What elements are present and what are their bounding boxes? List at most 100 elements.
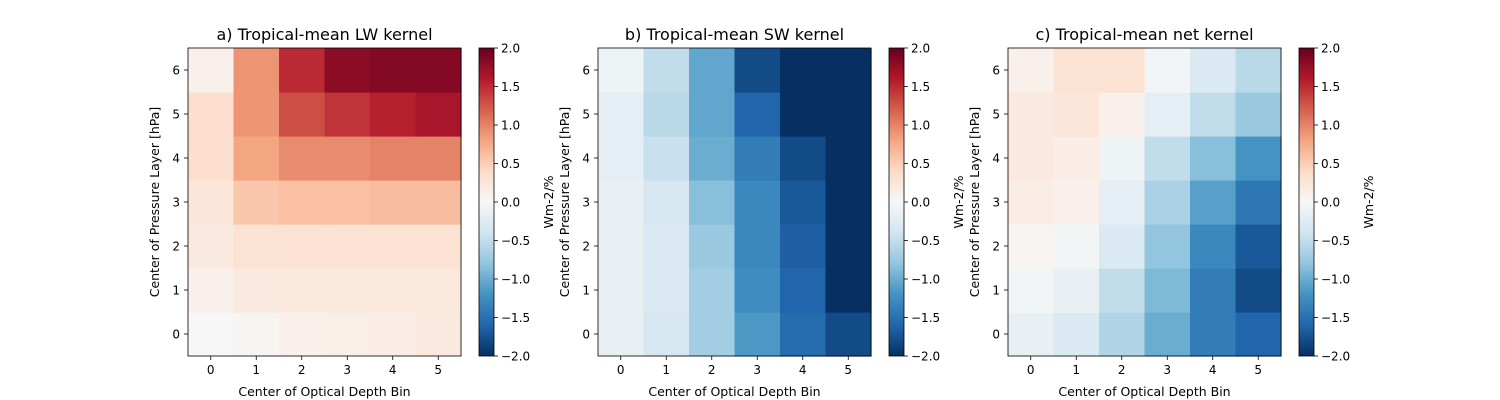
heatmap-cell	[598, 268, 645, 313]
heatmap-cell	[689, 268, 736, 313]
heatmap-cell	[643, 312, 690, 357]
heatmap-cell	[825, 48, 872, 93]
heatmap-cell	[689, 136, 736, 181]
y-tick-label: 2	[582, 240, 590, 254]
colorbar-tick-label: 0.0	[911, 196, 930, 210]
heatmap-cell	[1008, 224, 1055, 269]
colorbar-label: Wm-2/%	[1361, 175, 1376, 228]
heatmap-cell	[370, 180, 417, 225]
heatmap-cell	[1008, 268, 1055, 313]
heatmap-cell	[279, 136, 326, 181]
x-tick-label: 4	[389, 363, 397, 377]
heatmap-cell	[734, 312, 781, 357]
heatmap-cell	[1099, 224, 1146, 269]
heatmap-cell	[415, 48, 462, 93]
heatmap-cell	[1053, 180, 1100, 225]
heatmap-cell	[1235, 180, 1282, 225]
heatmap-cell	[1235, 92, 1282, 137]
heatmap-cell	[415, 268, 462, 313]
heatmap-cell	[1008, 136, 1055, 181]
heatmap-cell	[1099, 312, 1146, 357]
heatmap-cell	[1144, 268, 1191, 313]
colorbar-tick-label: −1.5	[911, 311, 940, 325]
y-tick-label: 1	[582, 284, 590, 298]
heatmap-cell	[825, 268, 872, 313]
heatmap-cell	[734, 92, 781, 137]
heatmap-cell	[1144, 180, 1191, 225]
heatmap-cell	[1144, 92, 1191, 137]
x-axis-label: Center of Optical Depth Bin	[238, 384, 410, 399]
heatmap-cell	[370, 312, 417, 357]
heatmap-cell	[1235, 224, 1282, 269]
colorbar-tick-label: −0.5	[911, 234, 940, 248]
heatmap-cell	[233, 224, 280, 269]
heatmap-cell	[1099, 268, 1146, 313]
heatmap-cell	[1053, 136, 1100, 181]
heatmap-cell	[233, 48, 280, 93]
x-tick-label: 0	[1027, 363, 1035, 377]
heatmap-cell	[1190, 92, 1237, 137]
heatmap-cell	[233, 268, 280, 313]
heatmap-cell	[279, 268, 326, 313]
heatmap-cell	[1053, 48, 1100, 93]
colorbar	[889, 48, 904, 356]
colorbar-tick-label: 0.5	[911, 157, 930, 171]
heatmap-cell	[1008, 312, 1055, 357]
heatmap-cell	[370, 224, 417, 269]
heatmap-cell	[1235, 312, 1282, 357]
heatmap-cell	[643, 180, 690, 225]
colorbar-tick-label: −1.0	[1321, 273, 1350, 287]
heatmap-cell	[188, 92, 235, 137]
heatmap-cell	[1190, 268, 1237, 313]
heatmap-cell	[1144, 224, 1191, 269]
heatmap-cell	[1053, 312, 1100, 357]
heatmap-cell	[370, 268, 417, 313]
colorbar	[1299, 48, 1314, 356]
x-tick-label: 5	[844, 363, 852, 377]
colorbar	[479, 48, 494, 356]
heatmap-cell	[324, 268, 371, 313]
heatmap-cell	[780, 180, 827, 225]
heatmap-cell	[188, 48, 235, 93]
colorbar-tick-label: −1.0	[501, 273, 530, 287]
heatmap-cell	[415, 180, 462, 225]
heatmap-cell	[324, 180, 371, 225]
x-tick-label: 1	[662, 363, 670, 377]
heatmap-cell	[780, 312, 827, 357]
heatmap-cell	[415, 224, 462, 269]
chart-title: b) Tropical-mean SW kernel	[625, 25, 844, 44]
heatmap-cell	[643, 48, 690, 93]
colorbar-tick-label: −2.0	[911, 350, 940, 364]
heatmap-cell	[1053, 224, 1100, 269]
heatmap-cell	[370, 92, 417, 137]
heatmap-cell	[780, 136, 827, 181]
x-tick-label: 2	[298, 363, 306, 377]
colorbar-tick-label: −0.5	[1321, 234, 1350, 248]
heatmap-cell	[1008, 48, 1055, 93]
heatmap-cell	[370, 48, 417, 93]
heatmap-cell	[415, 312, 462, 357]
heatmap-cell	[643, 136, 690, 181]
colorbar-tick-label: −2.0	[1321, 350, 1350, 364]
x-tick-label: 0	[207, 363, 215, 377]
heatmap-cell	[780, 224, 827, 269]
y-axis-label: Center of Pressure Layer [hPa]	[967, 107, 982, 298]
heatmap-cell	[780, 48, 827, 93]
x-tick-label: 5	[434, 363, 442, 377]
heatmap-cell	[1008, 92, 1055, 137]
x-tick-label: 1	[1072, 363, 1080, 377]
heatmap-cell	[1008, 180, 1055, 225]
y-tick-label: 3	[172, 196, 180, 210]
heatmap-cell	[734, 180, 781, 225]
colorbar-tick-label: 1.5	[1321, 80, 1340, 94]
heatmap-cell	[598, 180, 645, 225]
heatmap-cell	[689, 180, 736, 225]
y-tick-label: 6	[172, 64, 180, 78]
heatmap-cell	[188, 180, 235, 225]
colorbar-tick-label: 0.0	[501, 196, 520, 210]
y-tick-label: 4	[992, 152, 1000, 166]
heatmap-cell	[324, 312, 371, 357]
heatmap-cell	[324, 136, 371, 181]
heatmap-cell	[279, 224, 326, 269]
heatmap-cell	[1235, 136, 1282, 181]
